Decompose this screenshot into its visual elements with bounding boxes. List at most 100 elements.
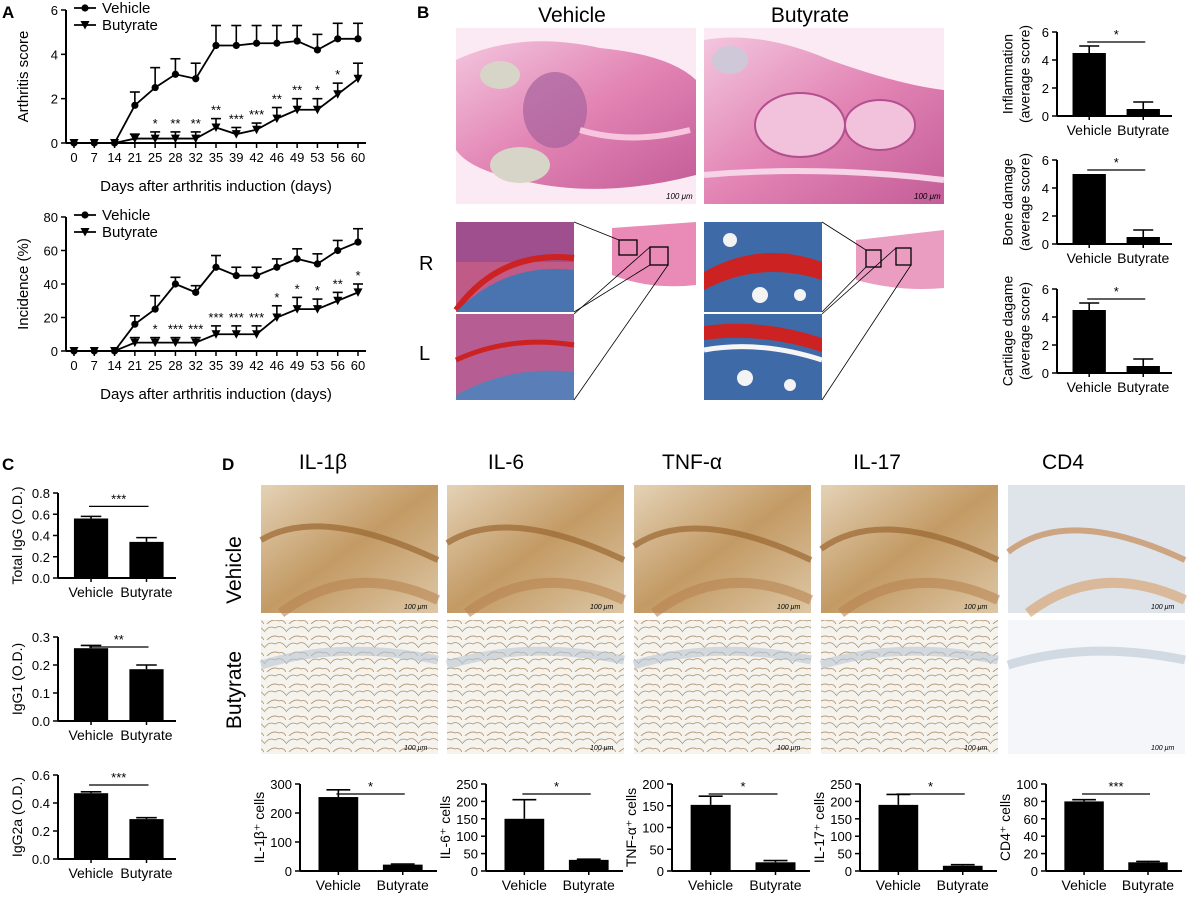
bar-butyrate xyxy=(129,541,164,578)
ihc-image-butyrate-4: 100 μm xyxy=(819,620,999,754)
significance-marker: *** xyxy=(168,322,183,337)
bar-vehicle xyxy=(1072,310,1106,373)
data-point xyxy=(313,260,322,268)
y-tick-label: 100 xyxy=(270,835,292,850)
significance-marker: *** xyxy=(1108,779,1123,794)
x-tick-label: 39 xyxy=(229,358,243,373)
y-tick-label: 6 xyxy=(1042,282,1049,297)
y-tick-label: 0 xyxy=(51,136,58,151)
x-tick-label: Vehicle xyxy=(68,727,113,743)
x-tick-label: 28 xyxy=(168,150,182,165)
ihc-tissue xyxy=(634,620,811,754)
ihc-header: CD4 xyxy=(1042,451,1084,474)
y-axis-label: CD4⁺ cells xyxy=(997,794,1013,861)
y-axis-label: IL-17⁺ cells xyxy=(811,792,827,863)
bar-vehicle xyxy=(1072,174,1106,244)
y-axis-label: IL-6⁺ cells xyxy=(437,796,453,859)
bar-chart-D5: 0 20 40 60 80 100 Vehicle Butyrate *** CD4⁺ cells xyxy=(997,777,1182,893)
data-point xyxy=(231,330,241,339)
significance-marker: * xyxy=(295,281,300,296)
legend-label: Vehicle xyxy=(102,207,150,224)
data-point xyxy=(110,347,120,356)
x-tick-label: 25 xyxy=(148,358,162,373)
legend-label: Butyrate xyxy=(102,17,158,34)
bar-vehicle xyxy=(1064,801,1104,871)
y-tick-label: 200 xyxy=(270,806,292,821)
significance-marker: ** xyxy=(211,103,221,118)
he-image-vehicle xyxy=(456,28,696,204)
significance-marker: * xyxy=(741,779,746,794)
bar-butyrate xyxy=(382,864,423,871)
y-tick-label: 0.1 xyxy=(32,686,50,701)
data-point xyxy=(334,246,342,255)
y-axis-label: IL-1β⁺ cells xyxy=(251,792,267,863)
bar-butyrate xyxy=(1128,862,1168,871)
x-tick-label: Vehicle xyxy=(1067,250,1112,266)
data-point xyxy=(192,75,200,83)
legend-marker xyxy=(80,21,90,30)
he-image-butyrate xyxy=(703,28,945,204)
y-tick-label: 80 xyxy=(44,210,58,225)
y-tick-label: 150 xyxy=(642,799,664,814)
data-point xyxy=(191,338,201,348)
x-tick-label: Vehicle xyxy=(1062,877,1107,893)
y-tick-label: 4 xyxy=(51,47,58,62)
panel-label-a: A xyxy=(2,3,14,22)
x-tick-label: 35 xyxy=(209,358,223,373)
x-tick-label: 56 xyxy=(330,358,344,373)
ihc-stain xyxy=(632,646,812,670)
y-tick-label: 0.6 xyxy=(32,768,50,783)
significance-marker: *** xyxy=(249,310,264,325)
bar-butyrate xyxy=(1126,366,1160,373)
data-point xyxy=(211,330,221,339)
y-tick-label: 300 xyxy=(270,777,292,792)
significance-marker: *** xyxy=(208,310,223,325)
y-axis-label: (average score) xyxy=(1017,25,1033,123)
ihc-tissue xyxy=(447,620,624,754)
y-tick-label: 200 xyxy=(830,794,852,809)
significance-marker: * xyxy=(335,67,340,82)
y-tick-label: 0 xyxy=(1042,237,1049,252)
scale-bar-label: 100 μm xyxy=(914,192,941,201)
data-point xyxy=(252,272,261,280)
data-point xyxy=(313,46,322,54)
significance-marker: ** xyxy=(191,116,201,131)
x-tick-label: 0 xyxy=(70,358,77,373)
y-tick-label: 0 xyxy=(51,344,58,359)
ihc-image-butyrate-1: 100 μm xyxy=(259,620,439,754)
bar-chart-D3: 0 50 100 150 200 Vehicle Butyrate * TNF-α⁺ cells xyxy=(623,777,810,893)
data-point xyxy=(293,37,301,45)
data-point xyxy=(272,313,282,322)
bar-butyrate xyxy=(755,862,796,871)
y-tick-label: 0 xyxy=(657,864,664,879)
ihc-row-label-vehicle: Vehicle xyxy=(223,536,246,604)
scale-bar-label: 100 μm xyxy=(404,604,427,611)
x-tick-label: Butyrate xyxy=(120,727,172,743)
legend-marker xyxy=(81,4,89,12)
x-tick-label: 46 xyxy=(270,150,284,165)
y-tick-label: 0 xyxy=(471,864,478,879)
x-tick-label: 53 xyxy=(310,150,324,165)
y-tick-label: 2 xyxy=(1042,81,1049,96)
y-tick-label: 0.2 xyxy=(32,550,50,565)
ihc-image-vehicle-3: 100 μm xyxy=(632,485,814,617)
y-tick-label: 200 xyxy=(456,794,478,809)
significance-marker: ** xyxy=(114,632,124,647)
significance-marker: * xyxy=(368,779,373,794)
safranin-inset-butyrate-l xyxy=(703,314,823,400)
x-tick-label: 60 xyxy=(351,358,365,373)
ihc-stain xyxy=(819,526,1000,563)
y-tick-label: 50 xyxy=(464,847,478,862)
y-tick-label: 250 xyxy=(830,777,852,792)
x-tick-label: 32 xyxy=(188,358,202,373)
significance-marker: *** xyxy=(229,310,244,325)
data-point xyxy=(354,238,362,246)
y-tick-label: 40 xyxy=(1024,829,1038,844)
data-point xyxy=(110,139,120,148)
y-axis-label: IgG2a (O.D.) xyxy=(9,777,25,857)
ihc-tissue xyxy=(821,620,998,754)
ihc-tissue xyxy=(261,620,438,754)
y-tick-label: 60 xyxy=(1024,812,1038,827)
